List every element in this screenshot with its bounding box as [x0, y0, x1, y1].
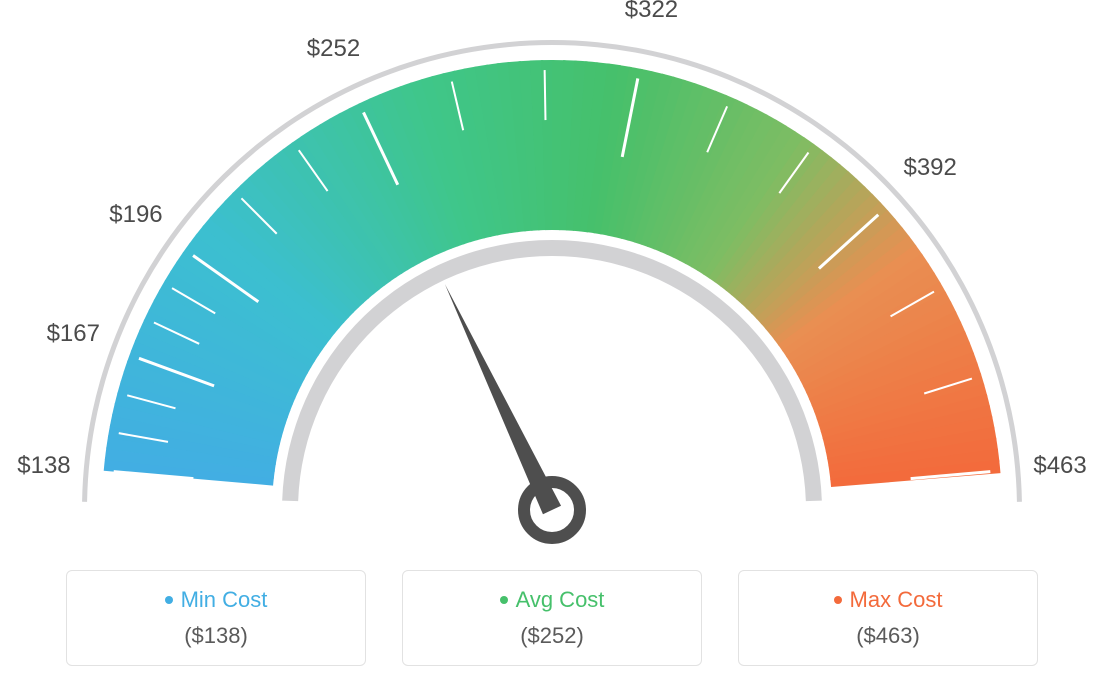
legend-title-text: Max Cost [850, 587, 943, 613]
legend-value-max: ($463) [856, 623, 920, 649]
legend-card-max: Max Cost ($463) [738, 570, 1038, 666]
legend-card-avg: Avg Cost ($252) [402, 570, 702, 666]
gauge-tick-label: $252 [307, 35, 360, 63]
legend-title-text: Avg Cost [516, 587, 605, 613]
gauge-tick-label: $167 [47, 320, 100, 348]
gauge-tick-label: $392 [903, 154, 956, 182]
legend-title-max: Max Cost [834, 587, 943, 613]
legend-title-avg: Avg Cost [500, 587, 605, 613]
legend-title-text: Min Cost [181, 587, 268, 613]
legend-value-min: ($138) [184, 623, 248, 649]
gauge-chart: $138 $167 $196 $252 $322 $392 $463 [0, 0, 1104, 560]
legend-title-min: Min Cost [165, 587, 268, 613]
gauge-svg [0, 0, 1104, 560]
gauge-tick-label: $322 [625, 0, 678, 24]
dot-icon [834, 596, 842, 604]
gauge-tick-label: $463 [1033, 452, 1086, 480]
dot-icon [500, 596, 508, 604]
gauge-tick-label: $138 [17, 452, 70, 480]
legend-card-min: Min Cost ($138) [66, 570, 366, 666]
legend-row: Min Cost ($138) Avg Cost ($252) Max Cost… [0, 570, 1104, 666]
legend-value-avg: ($252) [520, 623, 584, 649]
dot-icon [165, 596, 173, 604]
gauge-tick-label: $196 [109, 201, 162, 229]
